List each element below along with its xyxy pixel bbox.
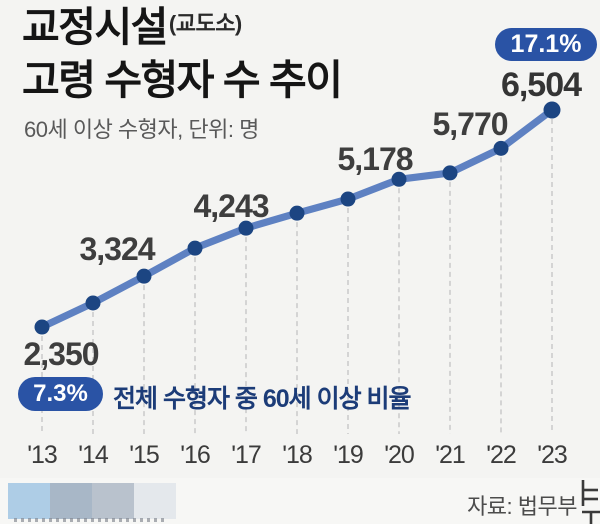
cropped-text-fragment [14,518,164,522]
cut-off-glyph-fragment [581,480,600,524]
palette-swatch [8,483,50,519]
data-point [493,140,509,156]
value-label: 4,243 [193,188,269,224]
value-label: 3,324 [79,231,155,267]
data-point [136,268,152,284]
ratio-caption: 전체 수형자 중 60세 이상 비율 [113,385,412,413]
title-line2: 고령 수형자 수 추이 [22,57,343,103]
x-axis-label: '14 [78,441,109,469]
x-axis-label: '21 [435,441,466,469]
title-line1: 교정시설 [22,4,168,50]
data-point [187,240,203,256]
end-ratio-badge: 17.1% [495,28,597,61]
x-axis-label: '19 [333,441,364,469]
data-point [34,319,50,335]
chart-subtitle: 60세 이상 수형자, 단위: 명 [24,117,259,142]
x-axis-label: '22 [486,441,517,469]
value-label: 5,770 [432,106,508,142]
color-palette-swatches [8,483,176,519]
x-axis-label: '17 [231,441,262,469]
x-axis-label: '16 [180,441,211,469]
data-point [543,101,561,119]
palette-swatch [92,483,134,519]
value-label: 2,350 [23,336,99,372]
palette-swatch [134,483,176,519]
source-credit: 자료: 법무부 [467,494,577,519]
x-axis-label: '18 [282,441,313,469]
x-axis-label: '15 [129,441,160,469]
data-point [289,205,305,221]
start-ratio-badge: 7.3% [18,377,103,411]
x-axis-label: '23 [537,441,568,469]
data-point [442,165,458,181]
data-point [391,171,407,187]
page-title: 교정시설(교도소) 고령 수형자 수 추이 [22,4,343,104]
data-point [340,191,356,207]
palette-swatch [50,483,92,519]
x-axis-label: '20 [384,441,415,469]
x-axis-label: '13 [27,441,58,469]
value-label: 5,178 [337,141,413,177]
data-point [238,220,254,236]
title-parenthetical: (교도소) [168,11,242,36]
data-point [85,295,101,311]
value-label: 6,504 [500,66,582,104]
